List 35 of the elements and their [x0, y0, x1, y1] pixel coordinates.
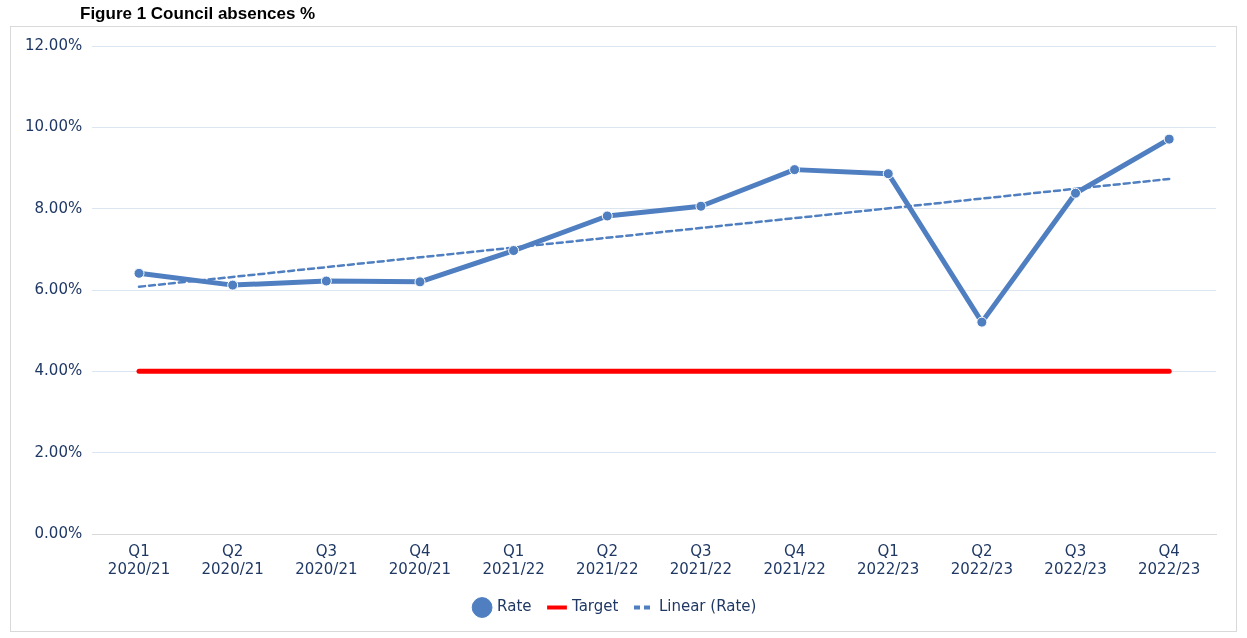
y-tick-label: 4.00%	[34, 361, 83, 380]
x-tick-label: Q2 2021/22	[576, 541, 639, 578]
point	[227, 279, 239, 291]
y-tick-label: 2.00%	[34, 442, 83, 461]
point	[133, 267, 145, 279]
chart-title: Figure 1 Council absences %	[80, 4, 316, 24]
point	[976, 316, 988, 328]
x-tick-label: Q1 2021/22	[482, 541, 545, 578]
x-tick-label: Q2 2020/21	[201, 541, 264, 578]
x-tick-label: Q1 2022/23	[857, 541, 920, 578]
point	[508, 245, 520, 257]
point	[320, 275, 332, 287]
legend-label: Linear (Rate)	[658, 597, 757, 616]
x-tick-label: Q4 2021/22	[763, 541, 826, 578]
x-tick-label: Q4 2022/23	[1138, 541, 1201, 578]
point	[882, 168, 894, 180]
point	[789, 164, 801, 176]
y-tick-label: 6.00%	[34, 279, 83, 298]
y-tick-label: 0.00%	[34, 523, 83, 542]
legend-label: Target	[571, 597, 619, 616]
point	[414, 276, 426, 288]
y-tick-label: 12.00%	[24, 35, 83, 54]
y-tick-label: 8.00%	[34, 198, 83, 217]
legend-label: Rate	[497, 597, 532, 616]
point	[1070, 187, 1082, 199]
x-tick-label: Q4 2020/21	[388, 541, 452, 578]
x-tick-label: Q1 2020/21	[107, 541, 171, 578]
point	[601, 210, 613, 222]
x-tick-label: Q2 2022/23	[950, 541, 1014, 578]
x-tick-label: Q3 2020/21	[295, 541, 358, 578]
x-tick-label: Q3 2021/22	[669, 541, 733, 578]
point	[1163, 133, 1175, 145]
point	[695, 200, 707, 212]
y-tick-label: 10.00%	[24, 117, 83, 136]
x-tick-label: Q3 2022/23	[1044, 541, 1107, 578]
